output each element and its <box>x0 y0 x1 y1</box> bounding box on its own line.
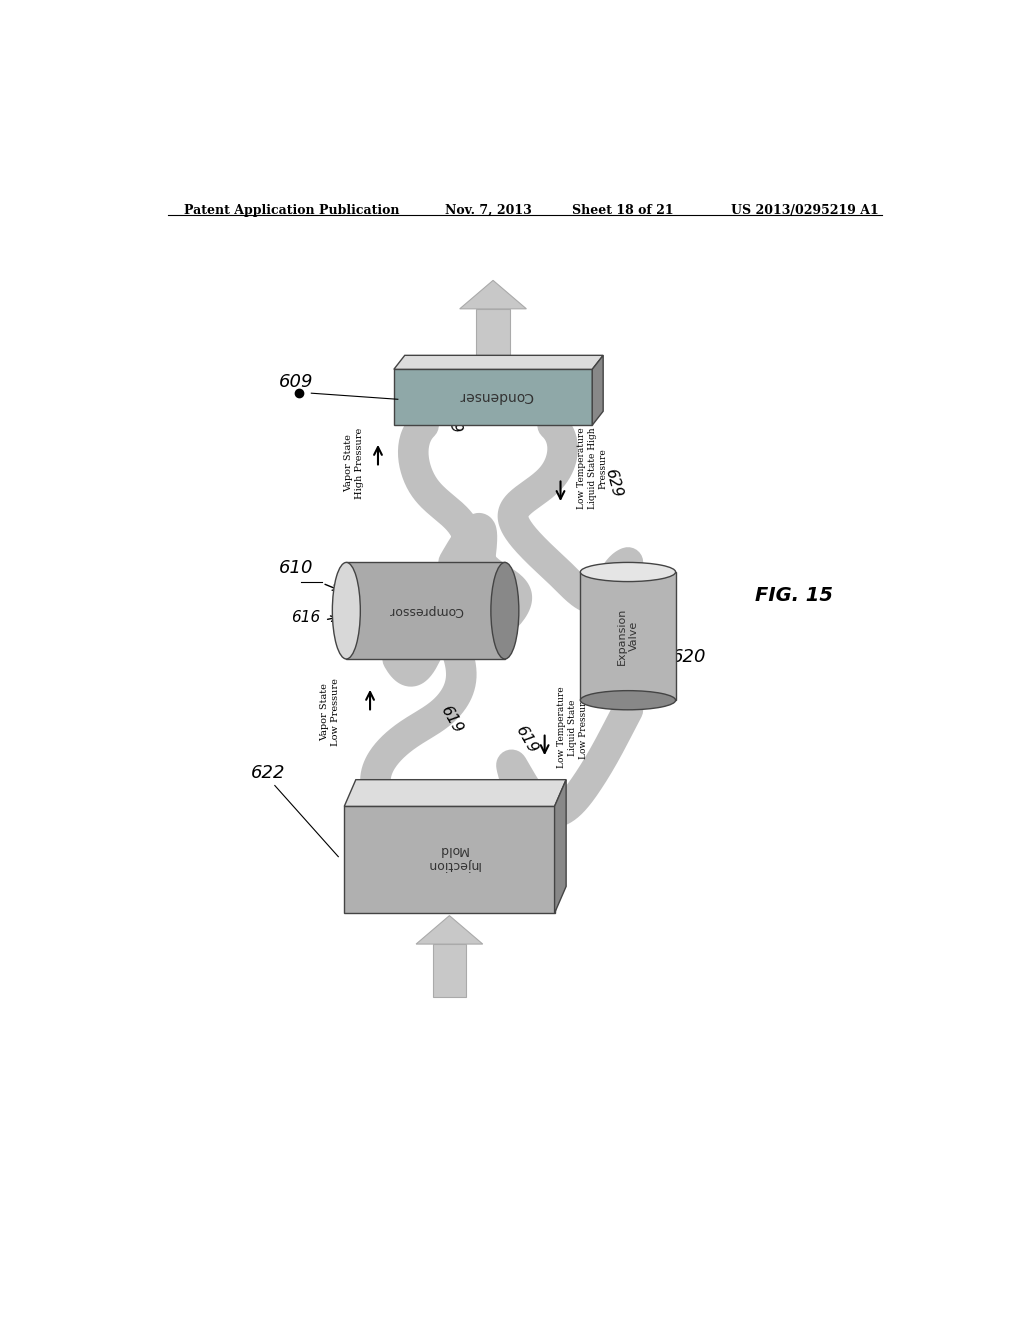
Text: Condenser: Condenser <box>459 389 534 403</box>
Text: Vapor State
High Pressure: Vapor State High Pressure <box>344 428 365 499</box>
Text: 609: 609 <box>279 374 313 391</box>
Text: Low Temperature
Liquid State
Low Pressure: Low Temperature Liquid State Low Pressur… <box>557 686 588 768</box>
Polygon shape <box>416 916 482 944</box>
Text: Compressor: Compressor <box>388 605 463 618</box>
Polygon shape <box>592 355 603 425</box>
Text: US 2013/0295219 A1: US 2013/0295219 A1 <box>731 205 879 216</box>
Text: 619: 619 <box>437 702 465 735</box>
Text: Expansion
Valve: Expansion Valve <box>617 607 639 665</box>
Text: Sheet 18 of 21: Sheet 18 of 21 <box>572 205 674 216</box>
Polygon shape <box>394 355 603 370</box>
Bar <box>433 944 466 997</box>
Bar <box>581 572 676 700</box>
Text: Patent Application Publication: Patent Application Publication <box>183 205 399 216</box>
Text: FIG. 15: FIG. 15 <box>755 586 833 605</box>
Text: Vapor State
Low Pressure: Vapor State Low Pressure <box>321 678 340 746</box>
Bar <box>344 807 555 913</box>
Polygon shape <box>555 780 566 913</box>
Text: 619: 619 <box>513 723 541 756</box>
Ellipse shape <box>490 562 519 659</box>
Bar <box>476 309 510 367</box>
Text: 619: 619 <box>441 403 464 434</box>
Bar <box>394 370 592 425</box>
Bar <box>346 562 505 659</box>
Text: Low Temperature
Liquid State High
Pressure: Low Temperature Liquid State High Pressu… <box>577 428 608 510</box>
Text: 622: 622 <box>251 764 286 783</box>
Text: 610: 610 <box>279 560 313 577</box>
Ellipse shape <box>333 562 360 659</box>
Ellipse shape <box>581 562 676 582</box>
Text: 616: 616 <box>291 610 319 624</box>
Polygon shape <box>344 780 566 807</box>
Text: 629: 629 <box>602 467 625 499</box>
Text: Injection
Mold: Injection Mold <box>426 843 479 871</box>
Text: Nov. 7, 2013: Nov. 7, 2013 <box>445 205 532 216</box>
Text: 620: 620 <box>672 648 707 665</box>
Ellipse shape <box>581 690 676 710</box>
Polygon shape <box>460 280 526 309</box>
